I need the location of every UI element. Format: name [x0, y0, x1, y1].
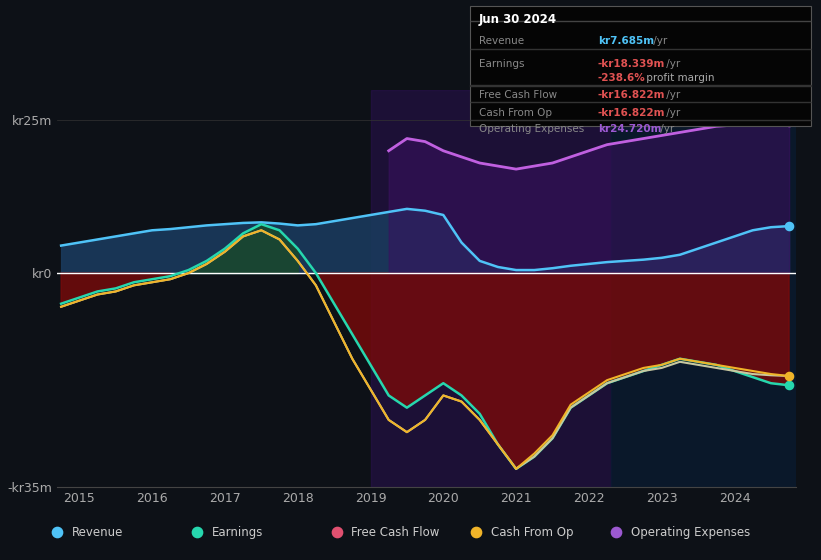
Text: /yr: /yr — [657, 124, 674, 134]
Text: kr24.720m: kr24.720m — [598, 124, 661, 134]
Point — [782, 381, 796, 390]
Text: profit margin: profit margin — [643, 73, 714, 83]
Text: /yr: /yr — [663, 59, 681, 69]
Text: Cash From Op: Cash From Op — [479, 108, 552, 118]
Text: /yr: /yr — [650, 36, 667, 46]
Bar — [370, 90, 611, 487]
Text: /yr: /yr — [663, 108, 681, 118]
Text: Free Cash Flow: Free Cash Flow — [351, 526, 440, 539]
Text: Cash From Op: Cash From Op — [491, 526, 573, 539]
Text: Operating Expenses: Operating Expenses — [479, 124, 584, 134]
Text: Earnings: Earnings — [479, 59, 524, 69]
Text: Revenue: Revenue — [479, 36, 524, 46]
Point — [782, 118, 796, 127]
Text: /yr: /yr — [663, 90, 681, 100]
Text: kr7.685m: kr7.685m — [598, 36, 654, 46]
Text: Free Cash Flow: Free Cash Flow — [479, 90, 557, 100]
Text: Earnings: Earnings — [212, 526, 264, 539]
Point — [782, 371, 796, 380]
Text: Jun 30 2024: Jun 30 2024 — [479, 13, 557, 26]
Text: -kr16.822m: -kr16.822m — [598, 108, 665, 118]
Text: -kr16.822m: -kr16.822m — [598, 90, 665, 100]
Text: -238.6%: -238.6% — [598, 73, 645, 83]
Text: Revenue: Revenue — [72, 526, 124, 539]
Text: -kr18.339m: -kr18.339m — [598, 59, 665, 69]
Text: Operating Expenses: Operating Expenses — [631, 526, 750, 539]
Bar — [611, 90, 796, 487]
Point — [782, 222, 796, 231]
